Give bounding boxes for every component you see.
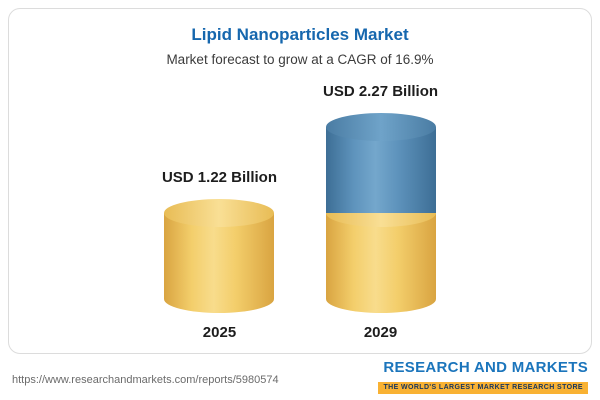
- bar-chart: USD 1.22 Billion 2025 USD 2.27 Billion 2…: [9, 83, 591, 341]
- brand-logo: RESEARCH AND MARKETS THE WORLD'S LARGEST…: [378, 359, 588, 394]
- cylinder-2025-top-ellipse: [164, 199, 275, 227]
- cylinder-2029-top-ellipse: [325, 113, 436, 141]
- report-url[interactable]: https://www.researchandmarkets.com/repor…: [12, 374, 279, 386]
- chart-card: Lipid Nanoparticles Market Market foreca…: [8, 8, 592, 354]
- chart-subtitle: Market forecast to grow at a CAGR of 16.…: [166, 52, 434, 67]
- bar-group-2029: USD 2.27 Billion 2029: [323, 83, 438, 341]
- brand-tagline: THE WORLD'S LARGEST MARKET RESEARCH STOR…: [378, 381, 588, 394]
- year-label-2029: 2029: [363, 324, 398, 341]
- cylinder-2029: [325, 113, 436, 313]
- cylinder-2025: [164, 199, 275, 313]
- year-label-2025: 2025: [202, 324, 237, 341]
- cylinder-2025-body: [164, 213, 275, 313]
- bar-group-2025: USD 1.22 Billion 2025: [162, 169, 277, 341]
- brand-name: RESEARCH AND MARKETS: [383, 359, 588, 376]
- cylinder-2029-base-segment: [325, 213, 436, 313]
- cylinder-2029-growth-segment: [325, 127, 436, 213]
- value-label-2029: USD 2.27 Billion: [323, 83, 439, 100]
- chart-title: Lipid Nanoparticles Market: [191, 25, 409, 44]
- footer: https://www.researchandmarkets.com/repor…: [12, 359, 588, 394]
- value-label-2025: USD 1.22 Billion: [161, 169, 277, 186]
